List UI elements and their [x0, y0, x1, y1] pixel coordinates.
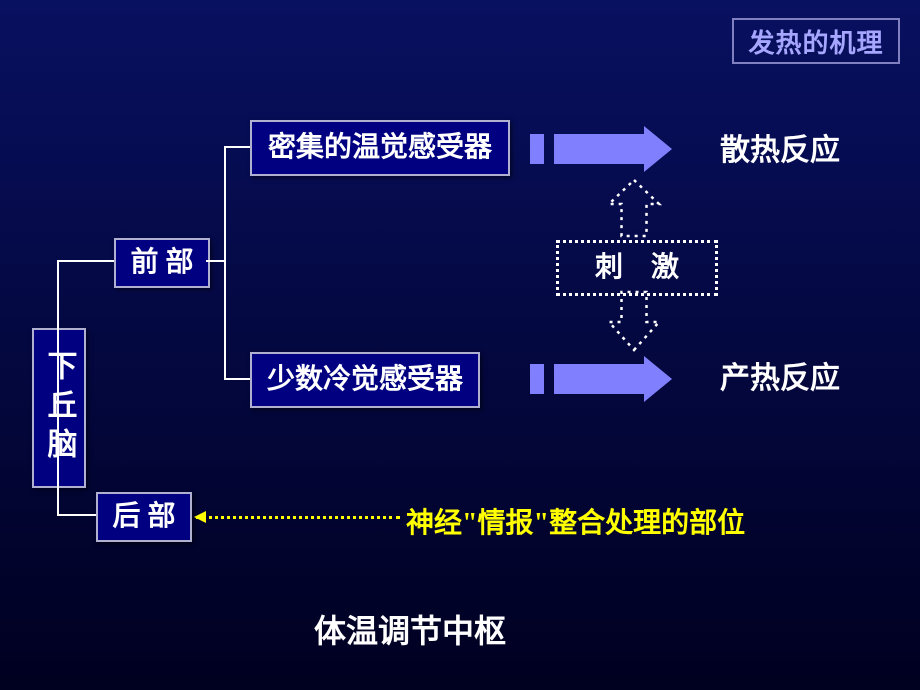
title-label: 体温调节中枢	[314, 611, 506, 653]
dissipation-box: 散热反应	[700, 130, 860, 170]
connector-to-warm	[224, 146, 250, 148]
connector-anterior-stub	[206, 260, 224, 262]
production-box: 产热反应	[700, 358, 860, 398]
header-text: 发热的机理	[748, 23, 883, 60]
stimulus-box: 刺 激	[556, 240, 718, 296]
arrow-dissipation-head	[644, 126, 672, 172]
arrow-dissipation-shaft	[554, 134, 644, 164]
arrow-production-shaft	[554, 364, 644, 394]
cold_receptor-label: 少数冷觉感受器	[267, 362, 463, 398]
posterior-box: 后 部	[96, 492, 192, 542]
connector-hypo-to-anterior	[57, 260, 114, 262]
production-label: 产热反应	[720, 359, 840, 398]
stimulus-label: 刺 激	[595, 250, 679, 286]
title-box: 体温调节中枢	[260, 610, 560, 654]
connector-to-cold	[224, 378, 250, 380]
warm_receptor-box: 密集的温觉感受器	[250, 120, 510, 176]
connector-hypo-vline	[57, 260, 59, 514]
dissipation-label: 散热反应	[720, 131, 840, 170]
nerve_info-box: 神经"情报"整合处理的部位	[406, 488, 806, 560]
anterior-label: 前 部	[130, 245, 193, 281]
dotted-arrow-down	[599, 290, 669, 352]
anterior-box: 前 部	[114, 238, 210, 288]
dotted-line-posterior	[196, 516, 400, 519]
hypothalamus-label: 下丘脑	[40, 350, 79, 467]
hypothalamus-box: 下丘脑	[32, 328, 86, 488]
arrow-dissipation-segment	[530, 134, 544, 164]
arrow-production-head	[644, 356, 672, 402]
dotted-arrow-up	[599, 178, 669, 240]
connector-hypo-to-posterior	[57, 514, 96, 516]
connector-anterior-vline	[224, 146, 226, 378]
posterior-label: 后 部	[112, 499, 175, 535]
warm_receptor-label: 密集的温觉感受器	[268, 130, 492, 166]
header-box: 发热的机理	[732, 18, 900, 64]
slide: 发热的机理下丘脑 前 部后 部 密集的温觉感受器少数冷觉感受器 刺 激 散热反应产热反应…	[0, 0, 920, 690]
dotted-line-arrowhead	[194, 511, 206, 523]
nerve_info-label: 神经"情报"整合处理的部位	[406, 506, 745, 542]
arrow-production-segment	[530, 364, 544, 394]
cold_receptor-box: 少数冷觉感受器	[250, 352, 480, 408]
